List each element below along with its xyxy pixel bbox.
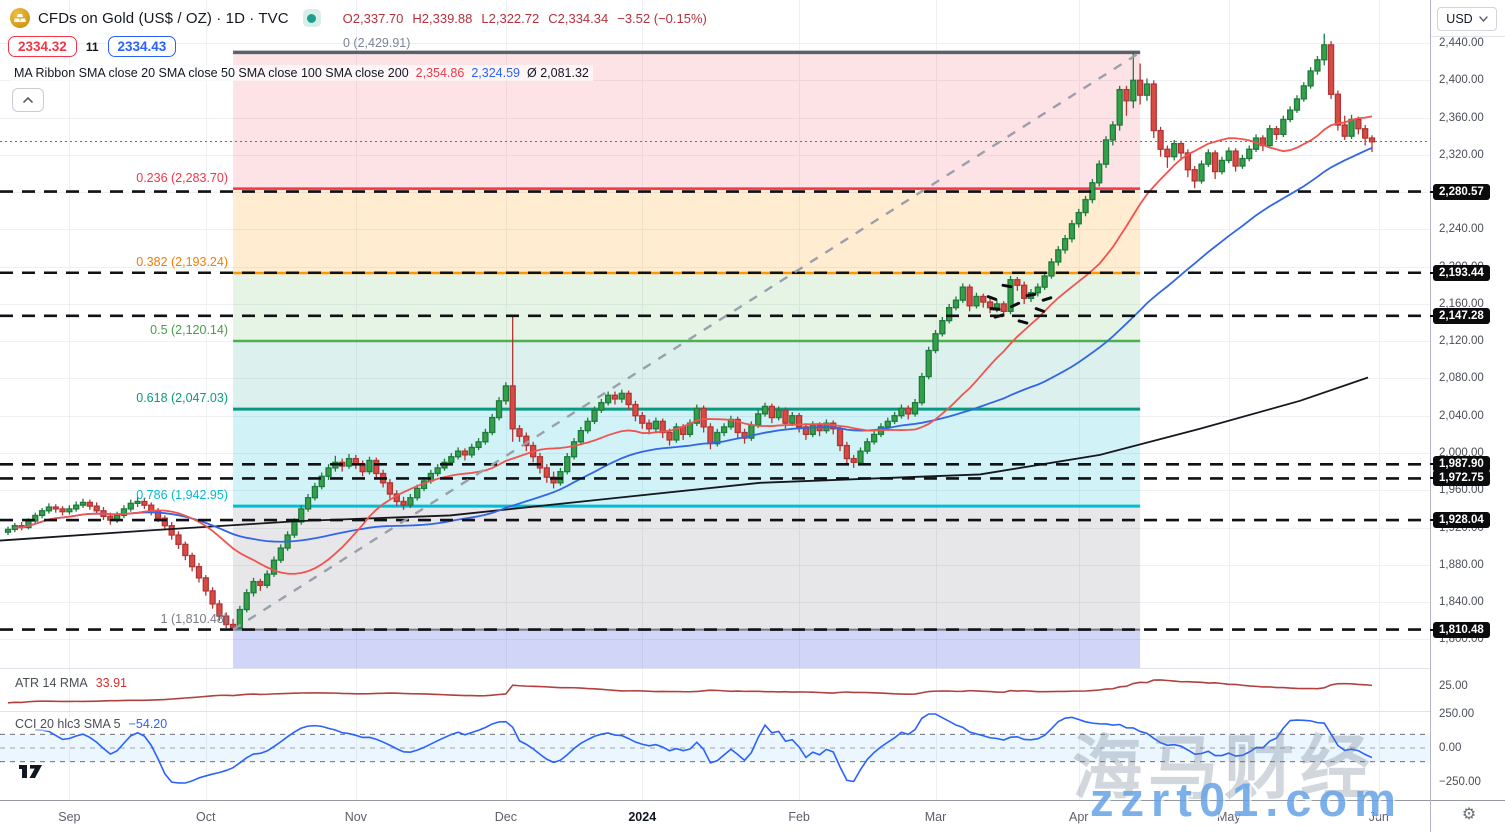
- price-chart-canvas[interactable]: [0, 0, 1430, 800]
- cci-tick: 250.00: [1439, 708, 1475, 720]
- price-level-badge: 1,987.90: [1433, 456, 1490, 473]
- symbol-title[interactable]: CFDs on Gold (US$ / OZ) · 1D · TVC: [38, 9, 289, 27]
- cci-tick: 0.00: [1439, 742, 1462, 754]
- ma-ribbon-label: MA Ribbon SMA close 20 SMA close 50 SMA …: [14, 66, 409, 80]
- tradingview-logo[interactable]: [18, 760, 48, 785]
- price-tick: 2,440.00: [1439, 37, 1484, 49]
- order-panel: 2334.32 11 2334.43: [8, 36, 177, 57]
- cci-value: −54.20: [128, 717, 168, 731]
- time-tick-jun: Jun: [1368, 810, 1389, 824]
- time-axis-border: [0, 800, 1505, 801]
- ma-ribbon-legend[interactable]: MA Ribbon SMA close 20 SMA close 50 SMA …: [10, 65, 593, 81]
- high-value: H2,339.88: [412, 10, 473, 26]
- cci-legend[interactable]: CCI 20 hlc3 SMA 5 −54.20: [12, 717, 171, 731]
- price-tick: 2,400.00: [1439, 74, 1484, 87]
- currency-label: USD: [1446, 12, 1473, 26]
- fib-level-label: 1 (1,810.48): [160, 611, 228, 626]
- price-axis-border: [1430, 0, 1431, 832]
- fib-level-label: 0.618 (2,047.03): [136, 391, 228, 406]
- sma20-value: 2,354.86: [415, 66, 465, 80]
- price-level-badge: 1,928.04: [1433, 512, 1490, 529]
- fib-level-label: 0.786 (1,942.95): [136, 488, 228, 503]
- currency-dropdown[interactable]: USD: [1437, 7, 1497, 31]
- market-status-icon: [302, 9, 321, 27]
- price-axis[interactable]: USD 2,440.00 2,400.00 2,360.00 2,320.00 2,28…: [1431, 0, 1505, 800]
- pane-separator-main-atr[interactable]: [0, 668, 1505, 669]
- price-level-badge: 1,972.75: [1433, 470, 1490, 487]
- cci-tick: −250.00: [1439, 776, 1481, 788]
- open-value: O2,337.70: [342, 10, 404, 26]
- time-axis[interactable]: Sep Oct Nov Dec 2024 Feb Mar Apr May Jun: [0, 801, 1505, 832]
- price-level-badge: 1,810.48: [1433, 621, 1490, 638]
- price-tick: 2,080.00: [1439, 372, 1484, 385]
- ohlc-values: O2,337.70 H2,339.88 L2,322.72 C2,334.34 …: [343, 11, 707, 26]
- cci-label: CCI 20 hlc3 SMA 5: [15, 717, 121, 731]
- change-value: −3.52 (−0.15%): [617, 10, 707, 26]
- price-level-badge: 2,280.57: [1433, 183, 1490, 200]
- watermark-chinese: 海马财经: [1072, 729, 1376, 807]
- time-tick-sep: Sep: [58, 810, 81, 824]
- axis-header-separator: [1431, 36, 1505, 37]
- low-value: L2,322.72: [481, 10, 540, 26]
- collapse-indicators-button[interactable]: [12, 88, 44, 112]
- price-tick: 1,840.00: [1439, 596, 1484, 609]
- price-level-badge: 2,147.28: [1433, 307, 1490, 324]
- close-value: C2,334.34: [548, 10, 609, 26]
- tradingview-icon: [19, 765, 42, 778]
- atr-value: 33.91: [95, 676, 127, 690]
- chevron-up-icon: [23, 96, 33, 103]
- settings-gear-icon[interactable]: ⚙: [1461, 806, 1477, 823]
- fib-level-label: 0.5 (2,120.14): [150, 323, 228, 338]
- fib-level-0-label: 0 (2,429.91): [343, 36, 411, 50]
- time-tick-oct: Oct: [196, 810, 216, 824]
- time-tick-mar: Mar: [924, 810, 947, 824]
- price-tick: 2,240.00: [1439, 223, 1484, 236]
- spread-value: 11: [85, 39, 99, 54]
- sma50-value: 2,324.59: [471, 66, 520, 80]
- sma-average-value: Ø 2,081.32: [527, 66, 589, 80]
- time-tick-2024: 2024: [628, 810, 657, 824]
- price-tick: 1,960.00: [1439, 484, 1484, 497]
- price-tick: 2,120.00: [1439, 335, 1484, 348]
- fib-level-label: 0.382 (2,193.24): [136, 254, 228, 269]
- price-level-badge: 2,193.44: [1433, 264, 1490, 281]
- buy-button[interactable]: 2334.43: [107, 36, 177, 57]
- gold-coin-icon: [10, 8, 30, 28]
- chevron-down-icon: [1479, 16, 1488, 22]
- atr-tick: 25.00: [1439, 680, 1468, 692]
- watermark-site: zzrt01.com: [1090, 773, 1403, 826]
- atr-legend[interactable]: ATR 14 RMA 33.91: [12, 676, 130, 690]
- symbol-header: CFDs on Gold (US$ / OZ) · 1D · TVC O2,33…: [10, 8, 707, 28]
- time-tick-may: May: [1216, 810, 1241, 824]
- time-tick-dec: Dec: [494, 810, 517, 824]
- price-tick: 2,320.00: [1439, 148, 1484, 161]
- time-tick-apr: Apr: [1069, 810, 1089, 824]
- price-tick: 2,040.00: [1439, 409, 1484, 422]
- price-tick: 1,880.00: [1439, 558, 1484, 571]
- sell-button[interactable]: 2334.32: [8, 36, 77, 57]
- time-tick-nov: Nov: [344, 810, 367, 824]
- fib-level-label: 0.236 (2,283.70): [136, 170, 228, 185]
- pane-separator-atr-cci[interactable]: [0, 711, 1505, 712]
- atr-label: ATR 14 RMA: [15, 676, 88, 690]
- price-tick: 2,360.00: [1439, 111, 1484, 124]
- time-tick-feb: Feb: [788, 810, 810, 824]
